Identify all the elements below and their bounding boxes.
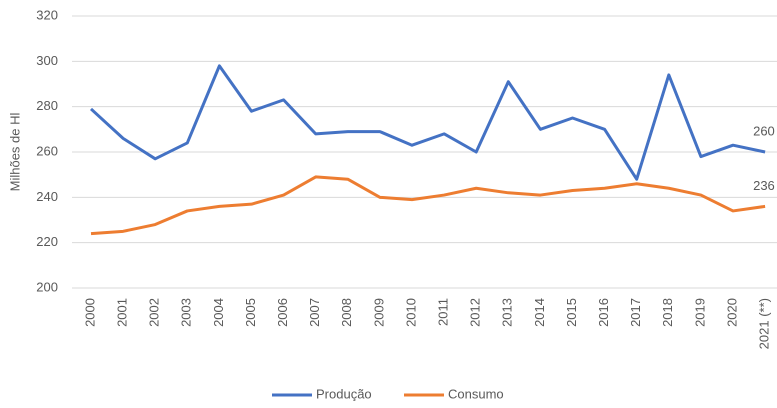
x-tick-label: 2017 [628,298,643,327]
x-tick-label: 2016 [596,298,611,327]
x-tick-label: 2002 [147,298,162,327]
data-label: 260 [753,123,775,138]
data-label: 236 [753,178,775,193]
x-tick-label: 2015 [564,298,579,327]
series-line [89,64,766,181]
x-tick-label: 2003 [179,298,194,327]
x-tick-label: 2011 [436,298,451,326]
x-tick-label: 2000 [82,298,97,327]
x-tick-label: 2008 [339,298,354,327]
y-tick-label: 280 [36,98,58,113]
x-tick-label: 2013 [500,298,515,327]
x-tick-label: 2004 [211,298,226,327]
x-tick-label: 2009 [371,298,386,327]
y-tick-label: 240 [36,189,58,204]
x-tick-label: 2014 [532,298,547,327]
legend-label: Produção [316,386,372,401]
x-tick-label: 2005 [243,298,258,327]
x-tick-label: 2019 [692,298,707,327]
x-tick-label: 2018 [660,298,675,327]
x-tick-label: 2012 [468,298,483,327]
legend-label: Consumo [448,386,504,401]
y-tick-label: 300 [36,53,58,68]
y-tick-label: 220 [36,234,58,249]
x-tick-label: 2006 [275,298,290,327]
y-axis-label: Milhões de Hl [7,113,22,192]
y-tick-label: 320 [36,7,58,22]
y-tick-label: 260 [36,143,58,158]
x-tick-label: 2021 (**) [757,298,772,349]
series-line [90,175,766,236]
x-tick-label: 2001 [115,298,130,327]
x-tick-label: 2007 [307,298,322,327]
x-tick-label: 2010 [403,298,418,327]
y-tick-label: 200 [36,279,58,294]
x-tick-label: 2020 [724,298,739,327]
